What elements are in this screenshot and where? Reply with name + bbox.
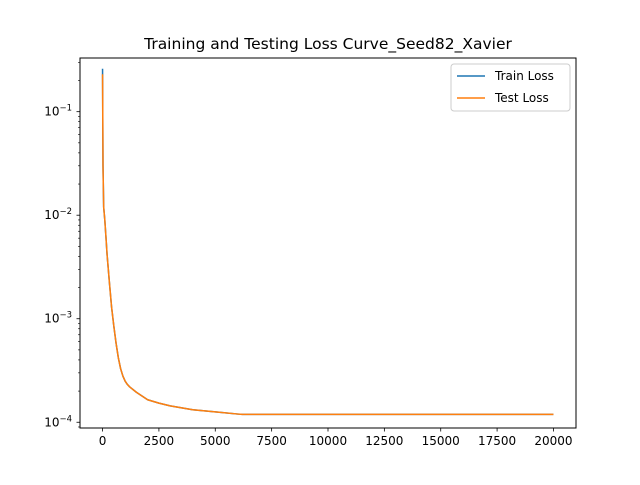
- y-axis: 10−4 10−3 10−2 10−1: [44, 61, 80, 429]
- x-tick-label: 7500: [256, 434, 287, 448]
- legend-label: Test Loss: [494, 91, 549, 105]
- legend-label: Train Loss: [494, 69, 554, 83]
- series-line-test-loss: [101, 74, 554, 416]
- series-layer: [101, 68, 554, 416]
- y-tick-label: 10−4: [44, 414, 72, 429]
- series-line-train-loss: [101, 68, 554, 416]
- y-tick-label: 10−1: [44, 104, 72, 119]
- y-tick-label: 10−3: [44, 311, 72, 326]
- x-axis: 0 2500 5000 7500 10000 12500 15000 17500 20000: [99, 428, 573, 448]
- x-tick-label: 10000: [309, 434, 347, 448]
- chart-title: Training and Testing Loss Curve_Seed82_X…: [143, 35, 512, 54]
- x-tick-label: 20000: [534, 434, 572, 448]
- x-tick-label: 17500: [478, 434, 516, 448]
- x-tick-label: 0: [99, 434, 107, 448]
- x-tick-label: 2500: [144, 434, 175, 448]
- x-tick-label: 12500: [365, 434, 403, 448]
- legend: Train Loss Test Loss: [450, 63, 571, 112]
- x-tick-label: 5000: [200, 434, 231, 448]
- x-tick-label: 15000: [422, 434, 460, 448]
- y-tick-label: 10−2: [44, 207, 72, 222]
- plot-frame: [79, 57, 577, 429]
